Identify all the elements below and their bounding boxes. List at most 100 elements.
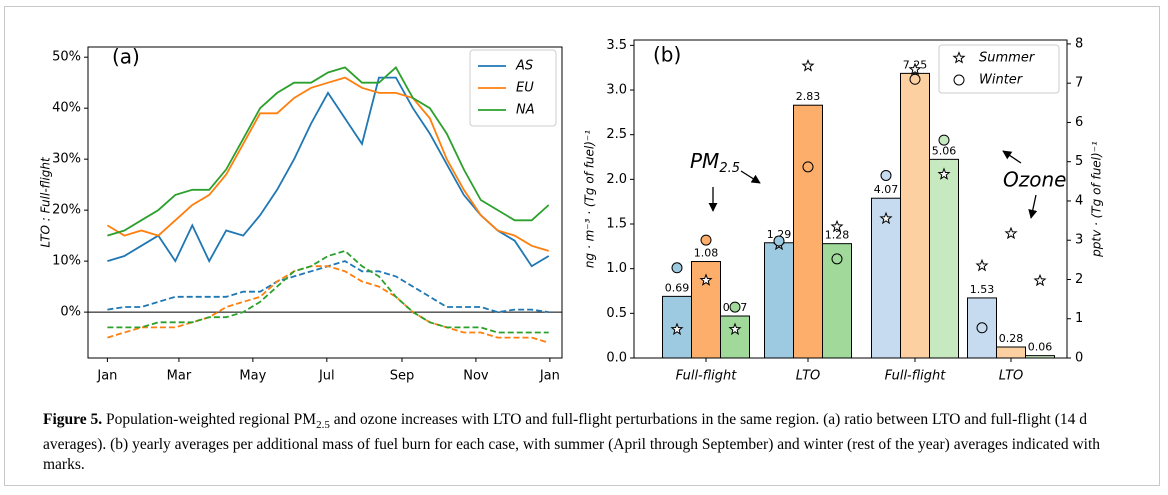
bar bbox=[929, 158, 959, 359]
summer-marker bbox=[908, 62, 922, 76]
winter-marker bbox=[729, 301, 741, 313]
x-tick-label: Mar bbox=[167, 369, 192, 384]
x-tick-label: Jan bbox=[96, 369, 117, 384]
legend-label: AS bbox=[515, 59, 533, 74]
y-tick-label: 0.5 bbox=[606, 306, 627, 321]
value-label: 1.53 bbox=[970, 283, 995, 296]
winter-marker bbox=[938, 134, 950, 146]
arrows bbox=[708, 150, 1038, 219]
value-label: 5.06 bbox=[932, 144, 957, 157]
y2-axis-label: pptv · (Tg of fuel)⁻¹ bbox=[1090, 141, 1104, 258]
dashed-line bbox=[107, 265, 549, 344]
panel-label: (a) bbox=[112, 45, 140, 69]
x-tick-label: Jul bbox=[318, 369, 335, 384]
legend-swatch bbox=[953, 74, 965, 86]
caption-text: Population-weighted regional PM bbox=[106, 411, 317, 428]
plot-frame bbox=[87, 46, 563, 359]
y-tick-label: 2.0 bbox=[606, 172, 627, 187]
caption: Figure 5. Population-weighted regional P… bbox=[43, 410, 1133, 475]
value-label: 0.06 bbox=[1028, 341, 1053, 354]
value-label: 4.07 bbox=[874, 183, 899, 196]
dashed-line bbox=[107, 249, 549, 334]
caption-text: and ozone increases with LTO and full-fl… bbox=[43, 411, 1101, 474]
x-tick-label: May bbox=[239, 369, 266, 384]
y-tick-label: 1.0 bbox=[606, 261, 627, 276]
x-tick-label: Full-flight bbox=[676, 369, 738, 384]
winter-marker bbox=[909, 73, 921, 85]
y-tick-label: 3.0 bbox=[606, 83, 627, 98]
legend-swatch bbox=[952, 51, 966, 64]
summer-marker bbox=[879, 211, 893, 225]
bar bbox=[871, 197, 901, 359]
summer-marker bbox=[1033, 273, 1047, 287]
winter-marker bbox=[802, 161, 814, 173]
winter-marker bbox=[976, 322, 988, 334]
summer-marker bbox=[670, 322, 684, 336]
annotation: PM2.5 bbox=[690, 149, 740, 176]
y2-tick-label: 3 bbox=[1075, 233, 1083, 248]
y-tick-label: 50% bbox=[52, 50, 81, 65]
x-tick-label: Jan bbox=[539, 369, 560, 384]
summer-marker bbox=[937, 167, 951, 180]
plot-frame bbox=[633, 39, 1068, 359]
annotation: Ozone bbox=[1003, 168, 1066, 192]
summer-marker bbox=[699, 273, 713, 286]
y2-tick-label: 5 bbox=[1075, 154, 1083, 169]
bar bbox=[996, 346, 1026, 359]
winter-marker bbox=[880, 169, 892, 181]
value-label: 2.83 bbox=[796, 90, 821, 103]
caption-subscript: 2.5 bbox=[316, 419, 330, 432]
value-label: 0.28 bbox=[999, 332, 1024, 345]
y2-tick-label: 0 bbox=[1075, 351, 1083, 366]
charts: 0% 10% 20% 30% 40% 50% Jan Mar May Jul Sep Nov Jan (a… bbox=[39, 36, 1104, 384]
summer-marker bbox=[975, 258, 989, 272]
y-tick-label: 30% bbox=[52, 152, 81, 167]
line bbox=[106, 76, 549, 252]
y-axis-label: LTO : Full-flight bbox=[39, 156, 53, 248]
legend-box bbox=[469, 49, 557, 127]
x-tick-label: LTO bbox=[999, 369, 1024, 384]
x-tick-label: Sep bbox=[390, 369, 415, 384]
panel-label: (b) bbox=[653, 43, 681, 67]
value-label: 0.69 bbox=[665, 281, 690, 294]
figure-frame bbox=[4, 6, 1160, 486]
y2-tick-label: 6 bbox=[1075, 115, 1083, 130]
value-label: 1.28 bbox=[825, 229, 850, 242]
legend-label: Winter bbox=[979, 73, 1024, 88]
winter-marker bbox=[671, 262, 683, 274]
summer-marker bbox=[728, 322, 742, 336]
annotation-text: PM bbox=[690, 149, 719, 173]
bar bbox=[793, 104, 823, 359]
line bbox=[107, 76, 550, 268]
annotation-subscript: 2.5 bbox=[719, 161, 740, 176]
bar bbox=[900, 72, 930, 359]
y2-tick-label: 2 bbox=[1075, 272, 1083, 287]
x-tick-label: LTO bbox=[796, 369, 821, 384]
dashed-line bbox=[107, 260, 549, 314]
legend-label: NA bbox=[516, 103, 535, 118]
winter-marker bbox=[700, 234, 712, 246]
y2-tick-label: 4 bbox=[1075, 193, 1083, 208]
y-tick-label: 0% bbox=[60, 305, 81, 320]
y-tick-label: 20% bbox=[52, 203, 81, 218]
y-tick-label: 40% bbox=[52, 101, 81, 116]
summer-marker bbox=[1004, 226, 1018, 240]
summer-marker bbox=[830, 219, 844, 233]
legend-label: Summer bbox=[979, 51, 1036, 66]
y-tick-label: 10% bbox=[52, 254, 81, 269]
value-label: 1.29 bbox=[767, 228, 792, 241]
y2-tick-label: 8 bbox=[1075, 36, 1083, 51]
legend-box bbox=[938, 44, 1060, 94]
y-tick-label: 3.5 bbox=[606, 38, 627, 53]
winter-marker bbox=[773, 235, 785, 247]
y-tick-label: 2.5 bbox=[606, 127, 627, 142]
winter-marker bbox=[831, 253, 843, 265]
line bbox=[107, 65, 550, 237]
x-tick-label: Nov bbox=[463, 369, 489, 384]
y-axis-label: ng · m⁻³ · (Tg of fuel)⁻¹ bbox=[583, 130, 597, 268]
y-tick-label: 0.0 bbox=[606, 351, 627, 366]
value-label: 1.08 bbox=[694, 247, 719, 260]
caption-label: Figure 5. bbox=[43, 411, 103, 428]
summer-marker bbox=[801, 59, 815, 72]
